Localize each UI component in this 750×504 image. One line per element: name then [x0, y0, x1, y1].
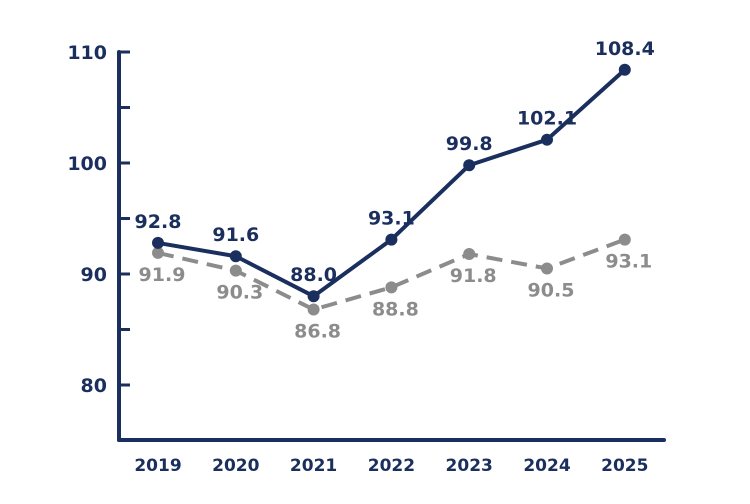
series-line	[157, 68, 627, 299]
data-label: 92.8	[135, 211, 182, 233]
data-point	[152, 246, 164, 259]
data-point	[229, 250, 242, 263]
data-label: 91.6	[212, 224, 259, 246]
data-point	[385, 281, 398, 294]
y-tick-label: 100	[67, 153, 107, 175]
data-point	[463, 159, 476, 172]
data-point	[385, 233, 398, 246]
data-label: 93.1	[605, 251, 652, 273]
y-tick-label: 110	[67, 42, 107, 64]
data-point	[229, 264, 242, 277]
data-point	[618, 233, 631, 246]
x-tick-label: 2022	[368, 456, 415, 476]
data-label: 91.9	[139, 264, 186, 286]
data-label: 90.3	[216, 282, 263, 304]
data-point	[307, 303, 320, 316]
x-tick-label: 2019	[134, 456, 181, 476]
y-tick-label: 80	[81, 375, 107, 397]
x-tick-label: 2021	[290, 456, 337, 476]
x-tick-label: 2023	[446, 456, 493, 476]
data-point	[541, 262, 553, 275]
x-tick-label: 2025	[601, 456, 648, 476]
data-point	[463, 248, 476, 261]
data-point	[307, 290, 320, 303]
data-label: 102.1	[517, 108, 577, 130]
x-tick-label: 2020	[212, 456, 259, 476]
data-label: 88.0	[290, 264, 337, 286]
data-label: 88.8	[372, 298, 419, 320]
data-point	[541, 133, 553, 146]
x-tick-label: 2024	[523, 456, 570, 476]
data-label: 108.4	[595, 38, 655, 60]
data-point	[152, 236, 164, 249]
data-label: 86.8	[294, 321, 341, 343]
data-label: 93.1	[368, 208, 415, 230]
y-tick-label: 90	[81, 264, 107, 286]
data-point	[618, 63, 631, 76]
data-label: 90.5	[528, 279, 575, 301]
data-label: 91.8	[450, 265, 497, 287]
data-label: 99.8	[446, 133, 493, 155]
